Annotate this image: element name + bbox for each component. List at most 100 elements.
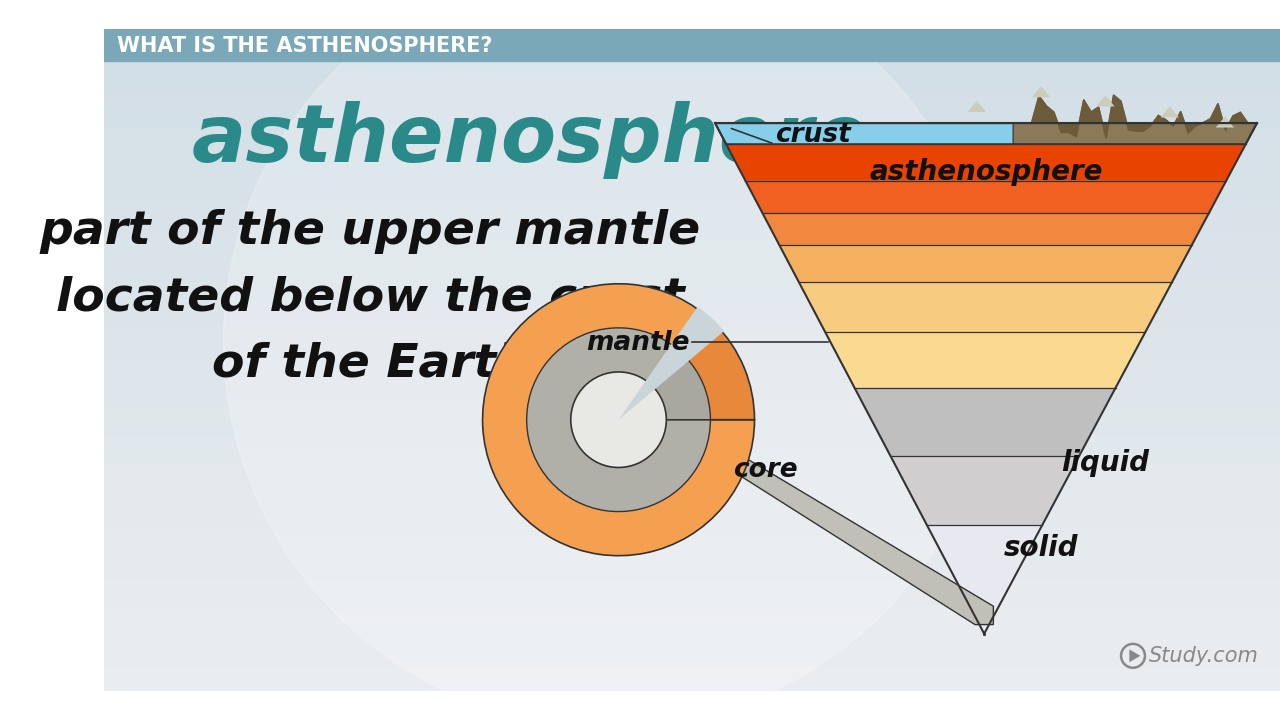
Bar: [104, 513, 1280, 526]
Bar: [104, 392, 1280, 404]
Text: WHAT IS THE ASTHENOSPHERE?: WHAT IS THE ASTHENOSPHERE?: [116, 36, 493, 56]
Bar: [104, 28, 1280, 40]
Bar: [104, 381, 1280, 393]
Polygon shape: [1032, 95, 1248, 138]
Bar: [104, 403, 1280, 415]
Bar: [104, 491, 1280, 503]
Bar: [104, 480, 1280, 492]
Bar: [104, 459, 1280, 470]
Bar: [104, 61, 1280, 73]
Wedge shape: [618, 323, 754, 420]
Polygon shape: [667, 410, 993, 624]
Bar: [104, 293, 1280, 305]
Bar: [104, 216, 1280, 228]
Polygon shape: [1096, 96, 1115, 107]
Bar: [104, 557, 1280, 570]
Bar: [104, 546, 1280, 559]
Bar: [104, 679, 1280, 690]
Bar: [104, 613, 1280, 624]
Bar: [104, 657, 1280, 669]
Text: mantle: mantle: [586, 330, 689, 356]
Bar: [104, 602, 1280, 613]
Text: liquid: liquid: [1061, 449, 1149, 477]
Bar: [104, 260, 1280, 272]
Bar: [104, 106, 1280, 117]
Bar: [104, 161, 1280, 173]
Polygon shape: [799, 282, 1172, 333]
Bar: [104, 171, 1280, 184]
Bar: [104, 282, 1280, 294]
Bar: [104, 447, 1280, 459]
Polygon shape: [1216, 117, 1234, 127]
Wedge shape: [483, 284, 754, 556]
Polygon shape: [726, 144, 1245, 181]
Text: of the Earth: of the Earth: [211, 341, 530, 386]
Bar: [104, 271, 1280, 283]
Text: asthenosphere: asthenosphere: [191, 101, 868, 179]
Bar: [104, 326, 1280, 338]
Polygon shape: [891, 456, 1079, 526]
Text: Study.com: Study.com: [1148, 646, 1258, 666]
Bar: [104, 138, 1280, 150]
Bar: [104, 315, 1280, 327]
Bar: [104, 469, 1280, 481]
Bar: [104, 84, 1280, 96]
Text: core: core: [733, 457, 797, 483]
Circle shape: [571, 372, 667, 467]
Polygon shape: [826, 333, 1146, 387]
Bar: [104, 536, 1280, 547]
Polygon shape: [1129, 649, 1140, 662]
Polygon shape: [1161, 107, 1179, 117]
Bar: [104, 40, 1280, 51]
Bar: [104, 359, 1280, 371]
Bar: [104, 183, 1280, 194]
Polygon shape: [716, 123, 1012, 144]
Polygon shape: [1032, 95, 1248, 138]
Bar: [104, 569, 1280, 580]
Wedge shape: [526, 328, 710, 512]
Polygon shape: [716, 123, 1257, 144]
Bar: [104, 238, 1280, 250]
Bar: [104, 590, 1280, 603]
Bar: [104, 337, 1280, 349]
Bar: [104, 304, 1280, 316]
Bar: [104, 667, 1280, 680]
Bar: [104, 94, 1280, 107]
Bar: [104, 635, 1280, 647]
Wedge shape: [618, 355, 710, 420]
Text: part of the upper mantle: part of the upper mantle: [40, 209, 701, 254]
Bar: [104, 73, 1280, 84]
Text: solid: solid: [1004, 534, 1078, 562]
Bar: [104, 249, 1280, 261]
Bar: [104, 227, 1280, 239]
Bar: [104, 348, 1280, 360]
Polygon shape: [927, 526, 1042, 634]
Polygon shape: [968, 101, 986, 112]
Bar: [104, 370, 1280, 382]
Bar: [104, 524, 1280, 536]
Bar: [104, 150, 1280, 161]
Bar: [104, 117, 1280, 128]
Wedge shape: [618, 307, 724, 420]
Bar: [104, 503, 1280, 514]
Text: crust: crust: [774, 122, 850, 148]
Bar: [104, 426, 1280, 437]
Bar: [104, 30, 1280, 61]
Polygon shape: [1032, 86, 1051, 97]
Text: asthenosphere: asthenosphere: [869, 158, 1103, 186]
Bar: [104, 204, 1280, 217]
Polygon shape: [763, 213, 1208, 246]
Polygon shape: [745, 181, 1226, 213]
Text: located below the crust: located below the crust: [56, 275, 685, 320]
Bar: [104, 624, 1280, 636]
Bar: [104, 436, 1280, 448]
Polygon shape: [780, 246, 1192, 282]
Bar: [104, 127, 1280, 140]
Polygon shape: [855, 387, 1116, 456]
Bar: [104, 646, 1280, 657]
Bar: [104, 194, 1280, 206]
Bar: [104, 580, 1280, 592]
Polygon shape: [1012, 123, 1257, 144]
Bar: [104, 414, 1280, 426]
Bar: [104, 50, 1280, 63]
